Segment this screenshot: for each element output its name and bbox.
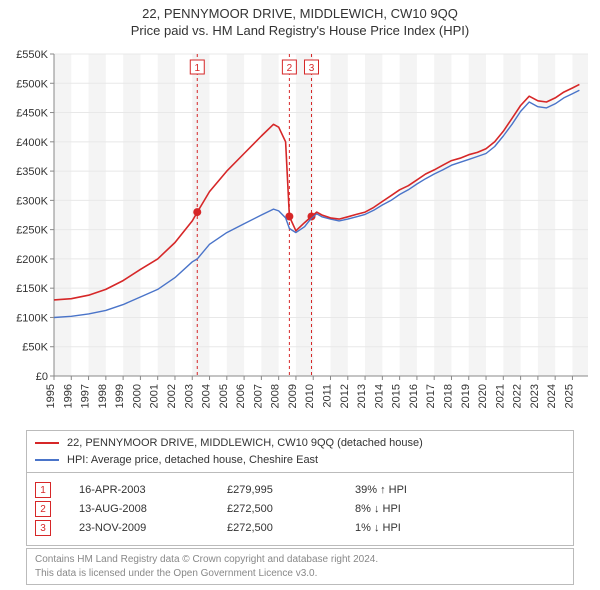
svg-text:2011: 2011 <box>322 384 334 408</box>
svg-text:1998: 1998 <box>97 384 109 408</box>
svg-text:2023: 2023 <box>529 384 541 408</box>
svg-text:2025: 2025 <box>563 384 575 408</box>
svg-text:£350K: £350K <box>16 166 48 178</box>
title-main: 22, PENNYMOOR DRIVE, MIDDLEWICH, CW10 9Q… <box>0 6 600 21</box>
legend: 22, PENNYMOOR DRIVE, MIDDLEWICH, CW10 9Q… <box>26 430 574 473</box>
svg-text:2024: 2024 <box>546 384 558 408</box>
svg-text:2007: 2007 <box>252 384 264 408</box>
event-marker-icon: 2 <box>35 501 51 517</box>
svg-text:1999: 1999 <box>114 384 126 408</box>
table-row: 2 13-AUG-2008 £272,500 8% ↓ HPI <box>35 501 565 517</box>
event-marker-icon: 1 <box>35 482 51 498</box>
svg-text:£100K: £100K <box>16 312 48 324</box>
event-date: 16-APR-2003 <box>79 484 199 496</box>
svg-text:2015: 2015 <box>391 384 403 408</box>
legend-label: 22, PENNYMOOR DRIVE, MIDDLEWICH, CW10 9Q… <box>67 435 423 452</box>
svg-text:£450K: £450K <box>16 108 48 120</box>
event-date: 13-AUG-2008 <box>79 503 199 515</box>
titles: 22, PENNYMOOR DRIVE, MIDDLEWICH, CW10 9Q… <box>0 0 600 38</box>
event-date: 23-NOV-2009 <box>79 522 199 534</box>
svg-text:£50K: £50K <box>22 342 48 354</box>
svg-text:2008: 2008 <box>270 384 282 408</box>
legend-swatch <box>35 442 59 444</box>
line-chart-svg: £0 £50K £100K £150K £200K £250K £300K £350K £400… <box>0 44 600 424</box>
svg-text:2001: 2001 <box>149 384 161 408</box>
title-sub: Price paid vs. HM Land Registry's House … <box>0 23 600 38</box>
svg-text:2020: 2020 <box>477 384 489 408</box>
svg-text:2016: 2016 <box>408 384 420 408</box>
svg-text:£150K: £150K <box>16 283 48 295</box>
attribution-line: This data is licensed under the Open Gov… <box>35 567 565 581</box>
legend-item: 22, PENNYMOOR DRIVE, MIDDLEWICH, CW10 9Q… <box>35 435 565 452</box>
legend-swatch <box>35 459 59 461</box>
svg-text:2: 2 <box>287 63 293 74</box>
attribution-line: Contains HM Land Registry data © Crown c… <box>35 553 565 567</box>
svg-text:3: 3 <box>309 63 315 74</box>
event-delta: 8% ↓ HPI <box>355 503 565 515</box>
svg-text:£200K: £200K <box>16 254 48 266</box>
svg-text:£0: £0 <box>36 371 48 383</box>
legend-item: HPI: Average price, detached house, Ches… <box>35 452 565 469</box>
event-price: £272,500 <box>227 522 327 534</box>
legend-label: HPI: Average price, detached house, Ches… <box>67 452 318 469</box>
svg-text:1: 1 <box>194 63 200 74</box>
event-price: £272,500 <box>227 503 327 515</box>
svg-text:2019: 2019 <box>460 384 472 408</box>
svg-text:2002: 2002 <box>166 384 178 408</box>
chart-area: £0 £50K £100K £150K £200K £250K £300K £350K £400… <box>0 44 600 424</box>
svg-text:2004: 2004 <box>201 384 213 408</box>
svg-text:2010: 2010 <box>304 384 316 408</box>
svg-text:£550K: £550K <box>16 49 48 61</box>
svg-text:2022: 2022 <box>512 384 524 408</box>
svg-text:2009: 2009 <box>287 384 299 408</box>
svg-text:£500K: £500K <box>16 78 48 90</box>
svg-text:2018: 2018 <box>442 384 454 408</box>
table-row: 3 23-NOV-2009 £272,500 1% ↓ HPI <box>35 520 565 536</box>
event-marker-icon: 3 <box>35 520 51 536</box>
svg-text:£250K: £250K <box>16 225 48 237</box>
chart-container: 22, PENNYMOOR DRIVE, MIDDLEWICH, CW10 9Q… <box>0 0 600 590</box>
svg-text:2017: 2017 <box>425 384 437 408</box>
svg-text:2005: 2005 <box>218 384 230 408</box>
svg-text:1995: 1995 <box>45 384 57 408</box>
svg-text:1997: 1997 <box>80 384 92 408</box>
svg-text:2014: 2014 <box>373 384 385 408</box>
svg-text:2000: 2000 <box>131 384 143 408</box>
svg-text:1996: 1996 <box>62 384 74 408</box>
attribution: Contains HM Land Registry data © Crown c… <box>26 548 574 585</box>
svg-text:2021: 2021 <box>494 384 506 408</box>
table-row: 1 16-APR-2003 £279,995 39% ↑ HPI <box>35 482 565 498</box>
events-table: 1 16-APR-2003 £279,995 39% ↑ HPI 2 13-AU… <box>26 472 574 546</box>
svg-text:£400K: £400K <box>16 137 48 149</box>
event-delta: 39% ↑ HPI <box>355 484 565 496</box>
event-delta: 1% ↓ HPI <box>355 522 565 534</box>
svg-text:2006: 2006 <box>235 384 247 408</box>
event-price: £279,995 <box>227 484 327 496</box>
svg-text:2003: 2003 <box>183 384 195 408</box>
svg-text:2013: 2013 <box>356 384 368 408</box>
svg-text:£300K: £300K <box>16 195 48 207</box>
svg-text:2012: 2012 <box>339 384 351 408</box>
